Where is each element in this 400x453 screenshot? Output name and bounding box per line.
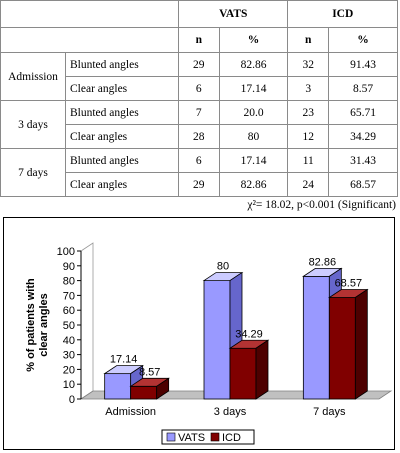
table-cell: 28 <box>178 124 220 149</box>
bar-front <box>302 275 330 400</box>
table-row: Clear angles 6 17.14 3 8.57 <box>1 76 398 101</box>
table-cell: 17.14 <box>218 148 289 173</box>
y-tick-label: 40 <box>63 335 75 347</box>
data-label: 68.57 <box>335 278 363 290</box>
y-tick-label: 30 <box>63 350 75 362</box>
legend-swatch <box>166 432 176 442</box>
bar-side <box>354 288 368 400</box>
table-cell: 11 <box>287 148 330 173</box>
bar-chart-frame: 0 10 20 30 40 50 60 70 80 90 100 % of patients with… <box>3 217 395 450</box>
subheader-n: n <box>178 27 220 53</box>
table-cell: 32 <box>287 52 330 77</box>
bar-front <box>229 347 257 400</box>
y-axis-title: clear angles <box>38 293 50 357</box>
row-group-label: 7 days <box>0 148 66 197</box>
row-group-label: 3 days <box>0 100 66 149</box>
data-label: 80 <box>217 261 229 273</box>
subheader-percent: % <box>328 27 398 53</box>
table-cell: 23 <box>287 100 330 125</box>
x-tick-label: 7 days <box>313 406 346 418</box>
table-cell: 82.86 <box>218 172 289 197</box>
table-cell: 8.57 <box>328 76 398 101</box>
row-label: Clear angles <box>65 76 179 101</box>
legend-label: ICD <box>222 432 241 444</box>
col-group-vats: VATS <box>177 0 289 28</box>
table-cell: 12 <box>287 124 330 149</box>
y-tick-label: 100 <box>57 246 75 258</box>
row-label: Blunted angles <box>65 100 179 125</box>
table-cell: 20.0 <box>218 100 289 125</box>
table-cell: 17.14 <box>218 76 289 101</box>
table-cell: 24 <box>287 172 330 197</box>
y-tick-label: 80 <box>63 276 75 288</box>
table-cell: 80 <box>218 124 289 149</box>
table-cell: 91.43 <box>328 52 398 77</box>
table-cell: 3 <box>287 76 330 101</box>
bar-side <box>156 377 170 400</box>
x-tick-label: Admission <box>105 406 156 418</box>
y-tick-label: 10 <box>63 379 75 391</box>
data-label: 17.14 <box>110 354 138 366</box>
results-table: VATS ICD n % n % Admission Blunted angle… <box>0 0 398 197</box>
table-row: 7 days Blunted angles 6 17.14 11 31.43 <box>0 148 398 197</box>
table-cell: 34.29 <box>328 124 398 149</box>
row-label: Clear angles <box>65 124 179 149</box>
bar-front <box>130 385 158 400</box>
table-cell: 68.57 <box>328 172 398 197</box>
y-tick-label: 0 <box>69 394 75 406</box>
bar-front <box>104 373 132 400</box>
data-label: 34.29 <box>235 328 263 340</box>
axis-side-wall <box>80 242 94 400</box>
table-cell: 31.43 <box>328 148 398 173</box>
table-row: Admission Blunted angles 29 82.86 32 91.… <box>0 52 398 101</box>
row-label: Clear angles <box>65 172 179 197</box>
table-cell: 6 <box>178 76 220 101</box>
table-cell: 6 <box>178 148 220 173</box>
table-cell: 82.86 <box>218 52 289 77</box>
row-group-label: Admission <box>0 52 66 101</box>
legend-swatch <box>210 432 220 442</box>
col-group-icd: ICD <box>287 0 398 28</box>
x-tick-label: 3 days <box>214 406 247 418</box>
row-label: Blunted angles <box>65 148 179 173</box>
y-tick-label: 50 <box>63 320 75 332</box>
y-tick-label: 60 <box>63 305 75 317</box>
y-tick-label: 90 <box>63 261 75 273</box>
subheader-n: n <box>287 27 330 53</box>
y-tick-label: 70 <box>63 290 75 302</box>
legend-box <box>161 429 255 445</box>
table-cell: 29 <box>178 52 220 77</box>
data-label: 82.86 <box>309 256 337 268</box>
legend-label: VATS <box>178 432 205 444</box>
data-label: 8.57 <box>139 366 160 378</box>
bar-front <box>328 297 356 400</box>
subheader-percent: % <box>218 27 289 53</box>
table-cell: 65.71 <box>328 100 398 125</box>
bar-front <box>203 280 231 400</box>
table-corner <box>0 0 179 28</box>
row-label: Blunted angles <box>65 52 179 77</box>
statistics-note: χ²= 18.02, p<0.001 (Significant) <box>247 199 396 211</box>
y-tick-label: 20 <box>63 364 75 376</box>
table-row: 3 days Blunted angles 7 20.0 23 65.71 <box>0 100 398 149</box>
bar-chart: 0 10 20 30 40 50 60 70 80 90 100 % of patients with… <box>25 242 393 445</box>
bar-side <box>255 339 269 400</box>
table-cell: 7 <box>178 100 220 125</box>
subheader-corner <box>0 27 179 53</box>
table-cell: 29 <box>178 172 220 197</box>
y-axis-title: % of patients with <box>25 278 37 372</box>
table-row: Clear angles 29 82.86 24 68.57 <box>1 172 398 197</box>
